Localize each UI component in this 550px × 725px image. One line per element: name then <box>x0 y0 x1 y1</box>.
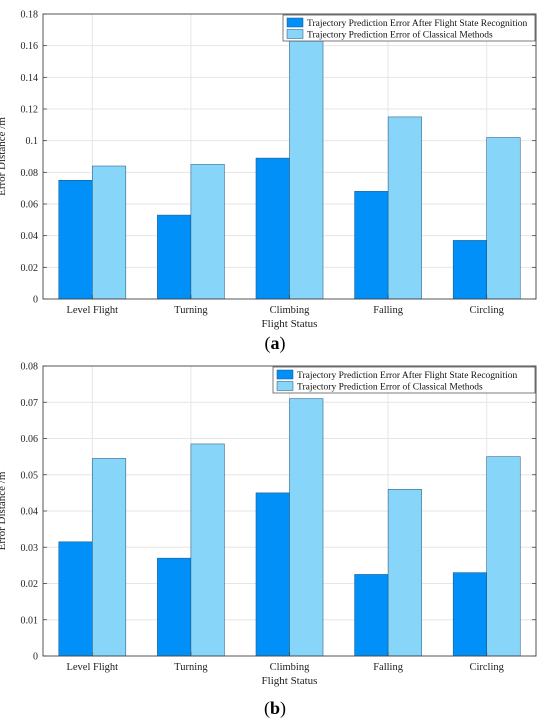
chart0-bar-series1 <box>452 240 487 300</box>
chart0-legend-label-2: Trajectory Prediction Error of Classical… <box>307 30 493 41</box>
chart0-legend-swatch-1 <box>286 17 304 28</box>
chart1-bar-series1 <box>452 572 487 657</box>
chart0-x-tick-label: Falling <box>373 305 404 316</box>
chart1-bar-series1 <box>255 492 290 657</box>
chart1-x-tick-label: Falling <box>373 662 404 673</box>
chart0-x-tick-label: Level Flight <box>66 305 118 316</box>
chart1-y-tick-label: 0.05 <box>21 470 39 481</box>
chart1-y-tick-label: 0.01 <box>21 615 39 626</box>
chart0-y-tick-label: 0.16 <box>21 41 39 52</box>
chart1-bar-series2 <box>190 443 225 657</box>
chart0-y-tick-label: 0.04 <box>21 231 39 242</box>
chart1-legend-swatch-2 <box>276 381 294 391</box>
chart0-y-tick-label: 0 <box>33 295 38 306</box>
chart0-x-axis-label: Flight Status <box>262 318 318 330</box>
chart0-x-tick-label: Circling <box>469 305 504 316</box>
chart0-bar-series1 <box>354 191 389 300</box>
panel-label-a: (a) <box>264 333 286 353</box>
chart0-y-tick-label: 0.12 <box>21 105 39 116</box>
chart0-x-tick-label: Climbing <box>270 305 310 316</box>
panel-label-a-text: a <box>270 333 280 353</box>
panel-label-b: (b) <box>263 698 286 718</box>
chart0-x-tick-label: Turning <box>174 305 208 316</box>
chart1-y-tick-label: 0.02 <box>21 579 39 590</box>
chart1-y-axis-label: Error Distance /m <box>0 471 8 550</box>
chart1-legend-label-2: Trajectory Prediction Error of Classical… <box>297 382 483 393</box>
chart1-x-axis-label: Flight Status <box>262 675 318 687</box>
chart1-bar-series1 <box>58 541 93 657</box>
chart1-bar-series1 <box>157 557 192 657</box>
chart1-y-tick-label: 0.04 <box>21 507 39 518</box>
chart0-y-tick-label: 0.18 <box>21 10 39 21</box>
chart1-legend-box <box>272 366 536 394</box>
chart0-y-tick-label: 0.14 <box>21 73 39 84</box>
chart1-axes-box <box>42 365 537 657</box>
chart1-bar-series1 <box>354 574 389 657</box>
chart0-y-tick-label: 0.08 <box>21 168 39 179</box>
chart1-x-tick-label: Climbing <box>270 662 310 673</box>
chart0-bar-series1 <box>157 214 192 300</box>
chart1-y-tick-label: 0.08 <box>21 362 39 373</box>
chart0-bar-series2 <box>486 137 521 300</box>
chart0-legend-label-1: Trajectory Prediction Error After Flight… <box>307 18 527 29</box>
chart0-y-tick-label: 0.02 <box>21 263 39 274</box>
chart0-legend-box <box>282 14 536 42</box>
chart0-bar-series1 <box>255 157 290 300</box>
chart1-y-tick-label: 0.03 <box>21 543 39 554</box>
chart0-axes-box <box>42 13 537 300</box>
chart-b: 0 0.01 0.02 0.03 0.04 0.05 0.06 0.07 0.08 Level F… <box>0 362 537 687</box>
chart1-x-tick-label: Turning <box>174 662 208 673</box>
chart0-y-tick-label: 0.1 <box>26 136 39 147</box>
chart-a: 0 0.02 0.04 0.06 0.08 0.1 0.12 0.14 0.16 0.18 Leve… <box>0 10 537 330</box>
chart1-y-tick-label: 0.07 <box>21 398 39 409</box>
chart1-y-tick-label: 0 <box>33 652 38 663</box>
chart0-bar-series2 <box>190 164 225 300</box>
chart0-legend-swatch-2 <box>286 29 304 39</box>
chart1-legend-label-1: Trajectory Prediction Error After Flight… <box>297 370 517 381</box>
chart1-legend-swatch-1 <box>276 369 294 380</box>
chart0-bar-series2 <box>387 116 422 300</box>
chart1-bar-series2 <box>289 398 324 657</box>
chart1-x-tick-label: Level Flight <box>66 662 118 673</box>
chart0-bar-series1 <box>58 180 93 300</box>
chart1-bar-series2 <box>92 458 127 657</box>
chart0-y-axis-label: Error Distance /m <box>0 117 8 196</box>
chart1-bar-series2 <box>486 456 521 657</box>
chart1-bar-series2 <box>387 489 422 657</box>
chart0-y-tick-label: 0.06 <box>21 200 39 211</box>
chart1-x-tick-label: Circling <box>469 662 504 673</box>
chart0-bar-series2 <box>92 165 127 300</box>
chart1-y-tick-label: 0.06 <box>21 434 39 445</box>
chart0-bar-series2 <box>289 40 324 300</box>
panel-label-b-text: b <box>269 698 280 718</box>
